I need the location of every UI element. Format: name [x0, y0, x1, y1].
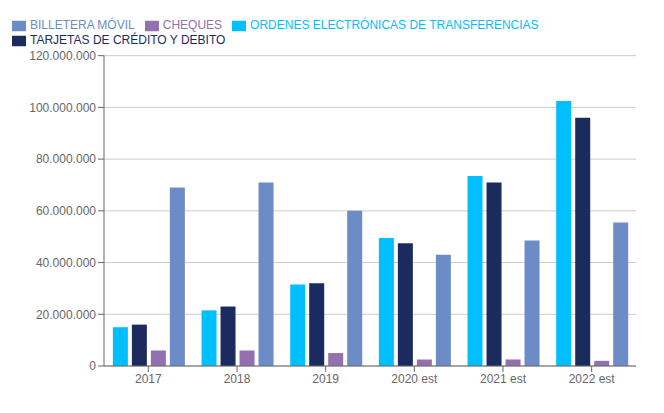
- svg-text:2017: 2017: [135, 372, 162, 386]
- svg-text:2020 est: 2020 est: [391, 372, 438, 386]
- svg-text:2021 est: 2021 est: [480, 372, 527, 386]
- svg-text:20.000.000: 20.000.000: [36, 308, 96, 322]
- svg-text:100.000.000: 100.000.000: [29, 101, 96, 115]
- svg-text:2019: 2019: [312, 372, 339, 386]
- svg-text:120.000.000: 120.000.000: [29, 49, 96, 63]
- html-text:CHEQUES: CHEQUES: [162, 18, 223, 32]
- svg-text:80.000.000: 80.000.000: [36, 152, 96, 166]
- svg-text:2018: 2018: [224, 372, 251, 386]
- svg-text:60.000.000: 60.000.000: [36, 204, 96, 218]
- svg-text:40.000.000: 40.000.000: [36, 256, 96, 270]
- html-text:ORDENES ELECTRÓNICAS DE TRANSF: ORDENES ELECTRÓNICAS DE TRANSFERENCIAS: [250, 18, 539, 32]
- svg-text:2022 est: 2022 est: [569, 372, 616, 386]
- html-text:BILLETERA MÓVIL: BILLETERA MÓVIL: [30, 18, 135, 32]
- svg-text:0: 0: [89, 359, 96, 373]
- html-text:TARJETAS DE CRÉDITO Y DEBITO: TARJETAS DE CRÉDITO Y DEBITO: [30, 32, 226, 47]
